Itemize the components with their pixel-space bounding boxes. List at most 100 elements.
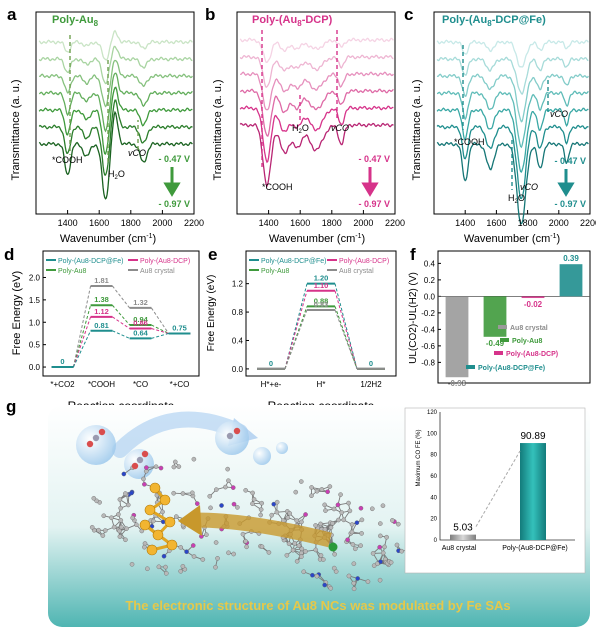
x-tick-label: 2000 — [353, 218, 373, 228]
energy-value-label: 1.32 — [133, 298, 148, 307]
atom — [201, 557, 205, 561]
atom — [329, 525, 333, 529]
atom — [162, 554, 166, 558]
x-tick-label: 1400 — [58, 218, 78, 228]
atom — [323, 508, 327, 512]
legend-item: Au8 crystal — [140, 268, 175, 275]
atom — [348, 509, 352, 513]
atom — [116, 512, 120, 516]
atom — [260, 545, 264, 549]
panel-d: d Free Energy (eV) Reaction coordinate 0… — [4, 245, 199, 413]
x-tick-label: 2000 — [549, 218, 569, 228]
energy-value-label: 1.10 — [314, 281, 329, 290]
atom — [260, 501, 264, 505]
atom — [347, 574, 351, 578]
atom — [328, 484, 332, 488]
x-category-label: *+CO2 — [50, 380, 75, 389]
atom — [366, 580, 370, 584]
panel-f-ylabel: UL(CO2)-UL(H2) (V) — [408, 272, 419, 364]
energy-value-label: 0.75 — [172, 323, 187, 332]
atom — [299, 555, 303, 559]
atom — [109, 516, 113, 520]
y-tick-label: -0.6 — [421, 342, 435, 351]
atom — [259, 507, 263, 511]
gas-molecule-atom — [99, 429, 105, 435]
co-bubble — [276, 442, 288, 454]
legend-item: Poly-Au8 — [261, 268, 290, 275]
panel-c-xlabel: Wavenumber (cm-1) — [464, 233, 560, 245]
atom — [359, 506, 363, 510]
co2-bubble — [76, 425, 116, 465]
x-tick-label: 1400 — [259, 218, 279, 228]
atom — [151, 519, 155, 523]
panel-b-letter: b — [205, 5, 215, 24]
atom — [320, 487, 324, 491]
atom — [90, 525, 94, 529]
atom — [302, 570, 306, 574]
au-atom — [165, 517, 175, 527]
atom — [323, 503, 327, 507]
atom — [174, 514, 178, 518]
atom — [270, 513, 274, 517]
atom — [226, 551, 230, 555]
atom — [208, 506, 212, 510]
x-category-label: H*+e- — [261, 380, 282, 389]
atom — [101, 533, 105, 537]
atom — [164, 571, 168, 575]
au-atom — [147, 545, 157, 555]
atom — [214, 540, 218, 544]
atom — [381, 551, 385, 555]
atom — [204, 533, 208, 537]
atom — [285, 553, 289, 557]
legend-item: Poly-(Au8-DCP) — [339, 258, 389, 265]
atom — [395, 543, 399, 547]
atom — [124, 527, 128, 531]
bar-value-label: -0.02 — [524, 300, 543, 309]
atom — [295, 519, 299, 523]
bar — [484, 296, 507, 336]
atom — [329, 586, 333, 590]
bar-value-label: 5.03 — [453, 523, 473, 534]
y-tick-label: 20 — [430, 517, 437, 523]
atom — [359, 544, 363, 548]
x-category-label: *+CO — [170, 380, 190, 389]
gas-molecule-atom — [142, 451, 148, 457]
energy-value-label: 0.81 — [94, 321, 109, 330]
x-tick-label: 1800 — [121, 218, 141, 228]
atom — [309, 494, 313, 498]
energy-value-label: 0.83 — [314, 300, 329, 309]
y-tick-label: 0.0 — [232, 365, 244, 374]
atom — [309, 485, 313, 489]
x-category-label: H* — [317, 380, 326, 389]
atom — [288, 511, 292, 515]
panel-a-spectra — [39, 31, 192, 199]
atom — [382, 545, 386, 549]
atom — [223, 485, 227, 489]
annot-h2o-a: H2O — [108, 169, 125, 181]
legend-item: Au8 crystal — [339, 268, 374, 275]
atom — [355, 521, 359, 525]
energy-connector — [285, 310, 307, 369]
panel-a-title: Poly-Au8 — [52, 14, 99, 28]
atom — [275, 500, 279, 504]
energy-value-label: 0 — [369, 359, 373, 368]
annot-vco-c2: vCO — [550, 109, 568, 119]
energy-connector — [112, 331, 129, 339]
panel-a-ylabel: Transmittance (a. u.) — [10, 79, 22, 180]
y-tick-label: 0.8 — [232, 308, 244, 317]
panel-g-caption: The electronic structure of Au8 NCs was … — [125, 598, 510, 613]
atom — [179, 545, 183, 549]
x-category-label: 1/2H2 — [360, 380, 382, 389]
atom — [346, 538, 350, 542]
atom — [323, 583, 327, 587]
atom — [342, 518, 346, 522]
bar — [520, 443, 546, 540]
atom — [378, 545, 382, 549]
energy-connector — [73, 286, 90, 367]
bar — [560, 264, 583, 296]
atom — [286, 516, 290, 520]
au-atom — [145, 505, 155, 515]
panel-f-legend: Au8 crystalPoly-Au8Poly-(Au8-DCP)Poly-(A… — [466, 325, 558, 372]
x-category-label: Au8 crystal — [442, 545, 477, 552]
